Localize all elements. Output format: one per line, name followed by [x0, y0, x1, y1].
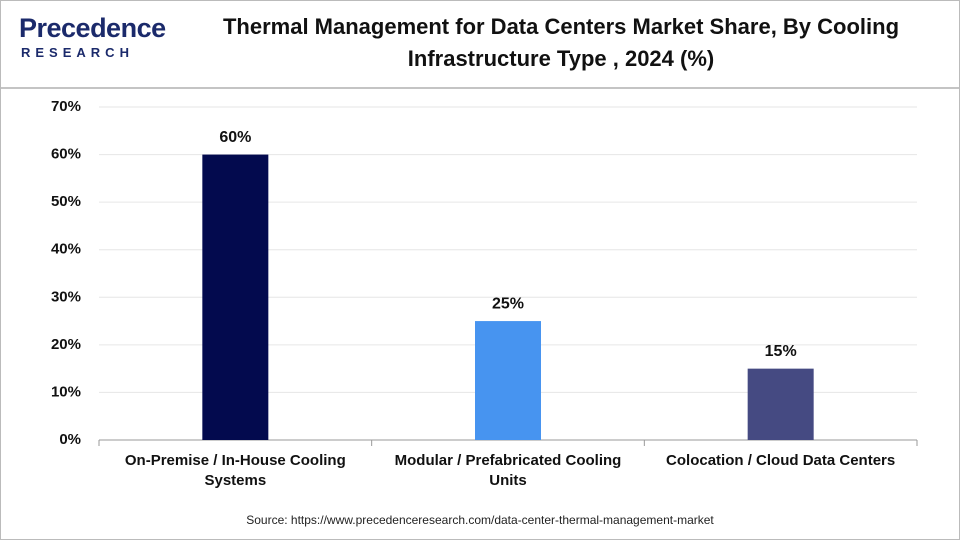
source: Source: https://www.precedenceresearch.c… [246, 513, 714, 527]
y-tick-label: 0% [59, 431, 81, 448]
bar [747, 368, 814, 440]
y-tick-label: 50% [51, 193, 81, 210]
value-label: 60% [219, 129, 251, 146]
x-tick-label: Modular / Prefabricated Cooling Units [394, 452, 622, 489]
y-tick-label: 70% [51, 98, 81, 115]
x-tick-label: Colocation / Cloud Data Centers [666, 452, 896, 469]
logo: Precedence [19, 13, 166, 43]
y-tick-label: 30% [51, 288, 81, 305]
y-tick-label: 10% [51, 383, 81, 400]
bar [202, 154, 269, 441]
bar [475, 321, 541, 440]
x-tick-label: On-Premise / In-House Cooling Systems [124, 452, 346, 489]
y-tick-label: 60% [51, 146, 81, 163]
value-label: 25% [492, 295, 524, 312]
y-tick-label: 20% [51, 336, 81, 353]
y-tick-label: 40% [51, 241, 81, 258]
logo-subtitle: RESEARCH [21, 45, 134, 60]
chart-title: Thermal Management for Data Centers Mark… [222, 14, 900, 71]
value-label: 15% [765, 343, 797, 360]
